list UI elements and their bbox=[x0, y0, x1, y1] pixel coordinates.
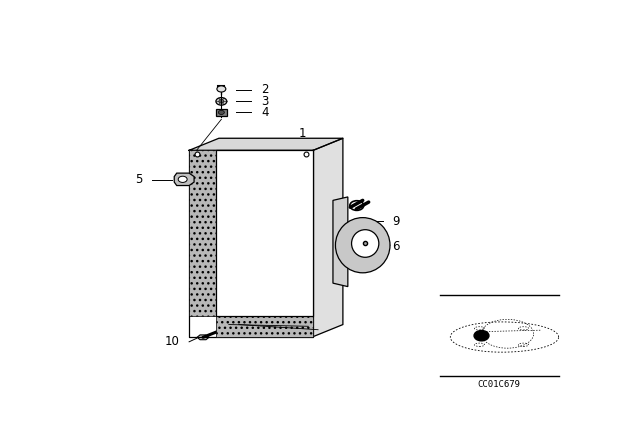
Text: 10: 10 bbox=[164, 335, 179, 348]
Polygon shape bbox=[216, 108, 227, 116]
Text: 7: 7 bbox=[261, 316, 269, 329]
Circle shape bbox=[216, 98, 227, 105]
Text: 5: 5 bbox=[134, 173, 142, 186]
Text: 2: 2 bbox=[261, 83, 269, 96]
Polygon shape bbox=[189, 151, 216, 336]
Polygon shape bbox=[216, 316, 313, 336]
Circle shape bbox=[474, 331, 489, 341]
Polygon shape bbox=[174, 173, 194, 185]
Polygon shape bbox=[216, 151, 313, 316]
Polygon shape bbox=[189, 138, 343, 151]
Text: 4: 4 bbox=[261, 106, 269, 119]
Circle shape bbox=[223, 325, 229, 329]
Text: 3: 3 bbox=[261, 95, 268, 108]
Polygon shape bbox=[197, 335, 209, 340]
Polygon shape bbox=[333, 197, 348, 287]
Text: CC01C679: CC01C679 bbox=[477, 380, 520, 389]
Ellipse shape bbox=[335, 218, 390, 273]
Text: 8: 8 bbox=[236, 325, 244, 338]
Circle shape bbox=[218, 110, 225, 115]
Ellipse shape bbox=[351, 230, 379, 257]
Circle shape bbox=[219, 99, 224, 103]
Circle shape bbox=[220, 323, 233, 332]
Text: 6: 6 bbox=[392, 241, 400, 254]
Polygon shape bbox=[313, 138, 343, 336]
Text: 9: 9 bbox=[392, 215, 400, 228]
Circle shape bbox=[217, 86, 226, 92]
Text: 1: 1 bbox=[298, 127, 306, 140]
Circle shape bbox=[178, 176, 187, 182]
